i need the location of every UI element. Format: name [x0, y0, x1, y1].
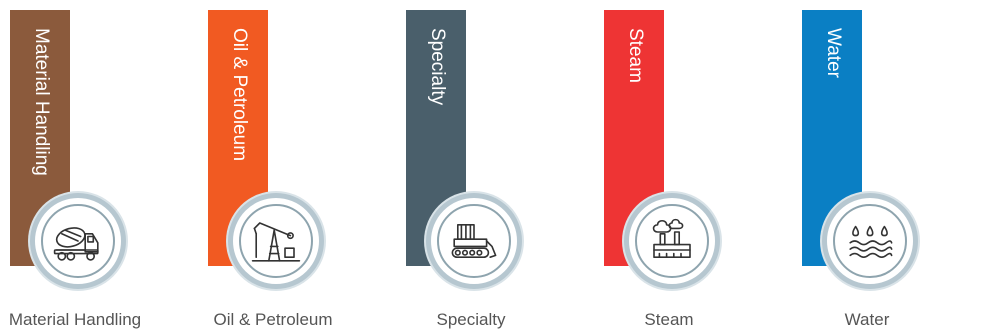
category-card-steam[interactable]: Steam Steam [594, 0, 794, 335]
icon-badge [228, 193, 324, 289]
category-caption[interactable]: Steam [644, 310, 694, 329]
factory-steam-icon [652, 218, 691, 259]
bar-label: Material Handling [31, 28, 52, 176]
category-card-oil-petroleum[interactable]: Oil & Petroleum Oil & Petroleum [198, 0, 398, 335]
category-caption[interactable]: Material Handling [8, 310, 142, 329]
category-card-specialty[interactable]: Specialty Specialty [396, 0, 596, 335]
icon-badge [30, 193, 126, 289]
bar-label: Water [823, 28, 844, 78]
category-card-material-handling[interactable]: Material Handling Material Handling [0, 0, 200, 335]
concrete-mixer-icon [53, 227, 99, 261]
category-caption[interactable]: Oil & Petroleum [213, 310, 333, 329]
bar-label: Specialty [427, 28, 448, 106]
bar-label: Oil & Petroleum [229, 28, 250, 162]
oil-pump-icon [251, 222, 301, 262]
icon-badge [624, 193, 720, 289]
water-waves-icon [849, 225, 893, 259]
icon-badge [426, 193, 522, 289]
category-caption[interactable]: Water [844, 310, 890, 329]
bulldozer-icon [451, 223, 497, 259]
bar-label: Steam [625, 28, 646, 83]
category-caption[interactable]: Specialty [436, 310, 506, 329]
icon-badge [822, 193, 918, 289]
category-card-water[interactable]: Water Water [792, 0, 984, 335]
